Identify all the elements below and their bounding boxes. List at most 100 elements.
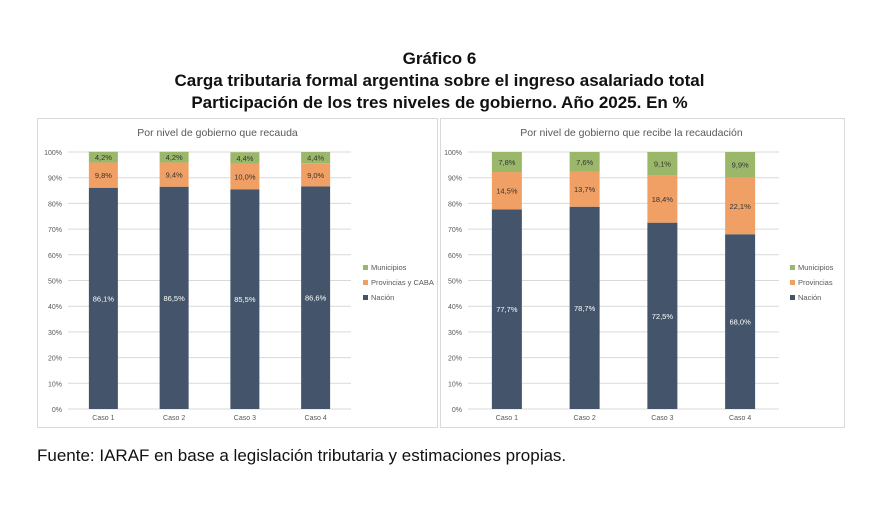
y-tick-label: 70% — [448, 227, 462, 234]
data-label: 4,2% — [166, 153, 183, 162]
y-tick-label: 90% — [48, 176, 62, 183]
y-tick-label: 30% — [448, 330, 462, 337]
chart-panel-recauda: Por nivel de gobierno que recauda 0% 10% 20… — [37, 118, 438, 428]
bar-segment-naci-n — [647, 222, 678, 409]
chart-recibe: Por nivel de gobierno que recibe la reca… — [444, 127, 834, 422]
data-label: 9,0% — [307, 171, 324, 180]
legend-swatch — [790, 280, 795, 285]
x-tick-label: Caso 3 — [651, 415, 673, 422]
y-tick-label: 40% — [48, 304, 62, 311]
legend-swatch — [790, 295, 795, 300]
data-label: 9,9% — [732, 161, 749, 170]
data-label: 85,5% — [234, 295, 256, 304]
y-tick-label: 10% — [448, 381, 462, 388]
data-label: 78,7% — [574, 304, 596, 313]
legend-swatch — [363, 265, 368, 270]
legend-label: Municipios — [371, 263, 407, 272]
data-label: 68,0% — [729, 318, 751, 327]
data-label: 14,5% — [496, 187, 518, 196]
y-tick-label: 80% — [48, 201, 62, 208]
y-tick-label: 10% — [48, 381, 62, 388]
data-label: 86,5% — [163, 294, 185, 303]
x-tick-label: Caso 3 — [234, 415, 256, 422]
chart-title: Por nivel de gobierno que recibe la reca… — [520, 127, 743, 139]
figure-number: Gráfico 6 — [402, 49, 477, 68]
bar-segment-naci-n — [230, 189, 260, 409]
y-tick-label: 50% — [48, 279, 62, 286]
data-label: 22,1% — [729, 202, 751, 211]
bar-segment-naci-n — [491, 209, 522, 409]
bar-segment-municipios — [88, 151, 118, 163]
x-tick-label: Caso 4 — [729, 415, 751, 422]
legend-label: Nación — [371, 293, 394, 302]
y-tick-label: 100% — [444, 150, 462, 157]
y-tick-label: 80% — [448, 201, 462, 208]
legend-label: Provincias — [798, 278, 833, 287]
legend-label: Provincias y CABA — [371, 278, 434, 287]
data-label: 9,1% — [654, 160, 671, 169]
figure-title: Carga tributaria formal argentina sobre … — [174, 71, 705, 90]
bar-segment-provincias-y-caba — [230, 163, 260, 190]
data-label: 7,6% — [576, 158, 593, 167]
data-label: 7,8% — [498, 158, 515, 167]
bar-segment-municipios — [647, 152, 678, 176]
bar-segment-municipios — [725, 152, 756, 178]
y-tick-label: 100% — [44, 150, 62, 157]
x-tick-label: Caso 2 — [163, 415, 185, 422]
source-note: Fuente: IARAF en base a legislación trib… — [37, 446, 567, 465]
y-tick-label: 90% — [448, 176, 462, 183]
data-label: 18,4% — [652, 195, 674, 204]
x-tick-label: Caso 4 — [305, 415, 327, 422]
data-label: 4,2% — [95, 153, 112, 162]
legend-label: Municipios — [798, 263, 834, 272]
figure-subtitle: Participación de los tres niveles de gob… — [191, 93, 688, 112]
y-tick-label: 20% — [48, 356, 62, 363]
bar-segment-municipios — [230, 152, 260, 164]
bar-segment-naci-n — [725, 234, 756, 409]
chart-recauda: Por nivel de gobierno que recauda 0% 10% 20… — [44, 127, 434, 422]
legend-label: Nación — [798, 293, 821, 302]
bar-segment-provincias — [569, 171, 600, 207]
y-tick-label: 0% — [52, 407, 62, 414]
data-label: 13,7% — [574, 185, 596, 194]
bar-segment-naci-n — [88, 187, 118, 409]
x-tick-label: Caso 1 — [92, 415, 114, 422]
bar-segment-municipios — [569, 152, 600, 172]
bar-segment-municipios — [491, 152, 522, 173]
data-label: 4,4% — [307, 154, 324, 163]
bar-segment-municipios — [301, 152, 331, 164]
x-tick-label: Caso 1 — [496, 415, 518, 422]
data-label: 77,7% — [496, 305, 518, 314]
y-tick-label: 60% — [448, 253, 462, 260]
y-tick-label: 50% — [448, 279, 462, 286]
data-label: 9,4% — [166, 171, 183, 180]
chart-panel-recibe: Por nivel de gobierno que recibe la reca… — [440, 118, 845, 428]
figure-titles: Gráfico 6 Carga tributaria formal argent… — [0, 48, 879, 114]
legend-swatch — [790, 265, 795, 270]
bar-segment-naci-n — [159, 186, 189, 409]
legend-swatch — [363, 295, 368, 300]
y-tick-label: 0% — [452, 407, 462, 414]
bar-segment-provincias-y-caba — [301, 163, 331, 187]
bar-segment-provincias — [725, 177, 756, 235]
y-tick-label: 30% — [48, 330, 62, 337]
chart-title: Por nivel de gobierno que recauda — [137, 127, 298, 139]
legend-swatch — [363, 280, 368, 285]
y-tick-label: 20% — [448, 356, 462, 363]
x-tick-label: Caso 2 — [574, 415, 596, 422]
data-label: 72,5% — [652, 312, 674, 321]
bar-segment-provincias — [491, 172, 522, 210]
data-label: 10,0% — [234, 172, 256, 181]
data-label: 9,8% — [95, 171, 112, 180]
data-label: 86,6% — [305, 294, 327, 303]
bar-segment-naci-n — [569, 206, 600, 409]
bar-segment-provincias-y-caba — [88, 162, 118, 188]
data-label: 86,1% — [93, 294, 115, 303]
y-tick-label: 60% — [48, 253, 62, 260]
bar-segment-provincias — [647, 175, 678, 223]
data-label: 4,4% — [236, 154, 253, 163]
y-tick-label: 40% — [448, 304, 462, 311]
bar-segment-provincias-y-caba — [159, 162, 189, 187]
y-tick-label: 70% — [48, 227, 62, 234]
bar-segment-municipios — [159, 151, 189, 163]
